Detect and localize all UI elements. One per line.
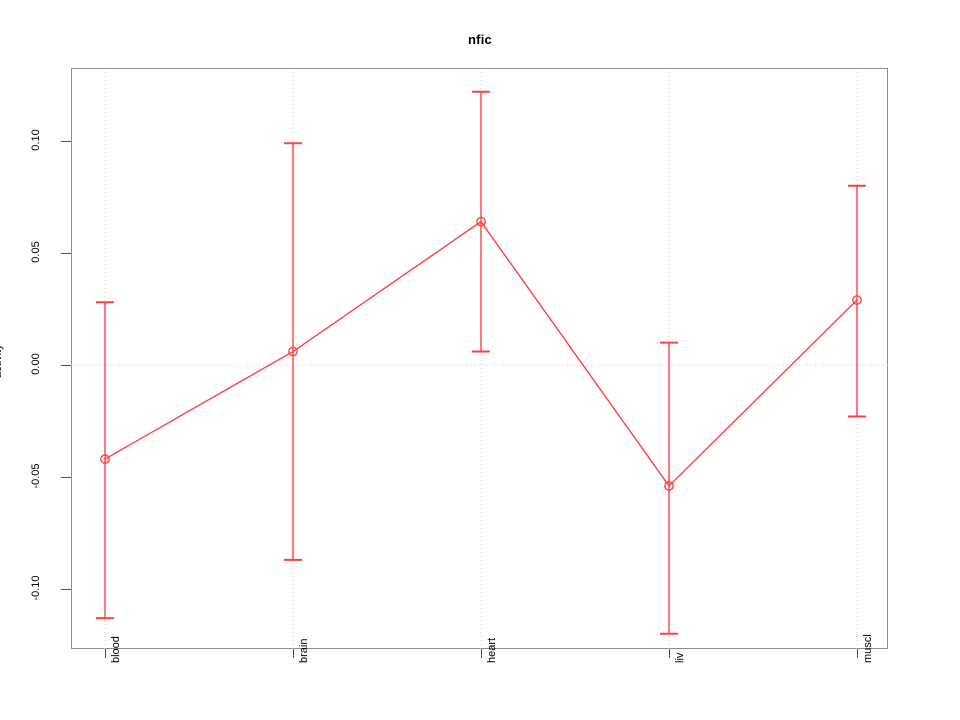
chart-title: nfic [468, 32, 492, 47]
plot-frame-border [71, 68, 888, 649]
y-axis-tick-label: -0.05 [30, 463, 42, 489]
x-axis-tick-label-brain: brain [298, 638, 310, 663]
y-axis-tick-mark [61, 141, 71, 142]
x-axis-tick-mark [857, 649, 858, 658]
y-axis-tick-mark [61, 365, 71, 366]
y-axis-label: activity [0, 344, 4, 378]
x-axis-tick-mark [669, 649, 670, 658]
y-axis-tick-label: 0.00 [30, 353, 42, 375]
x-axis-tick-label-heart: heart [486, 637, 498, 663]
y-axis-tick-mark [61, 477, 71, 478]
x-axis-tick-mark [293, 649, 294, 658]
y-axis-tick-label: 0.10 [30, 129, 42, 151]
y-axis-tick-label: 0.05 [30, 241, 42, 263]
y-axis-tick-mark [61, 253, 71, 254]
x-axis-tick-mark [105, 649, 106, 658]
x-axis-tick-mark [481, 649, 482, 658]
y-axis-tick-label: -0.10 [30, 575, 42, 601]
y-axis-tick-mark [61, 589, 71, 590]
x-axis-tick-label-liv: liv [674, 652, 686, 663]
x-axis-tick-label-blood: blood [110, 636, 122, 663]
x-axis-tick-label-muscl: muscl [862, 634, 874, 663]
